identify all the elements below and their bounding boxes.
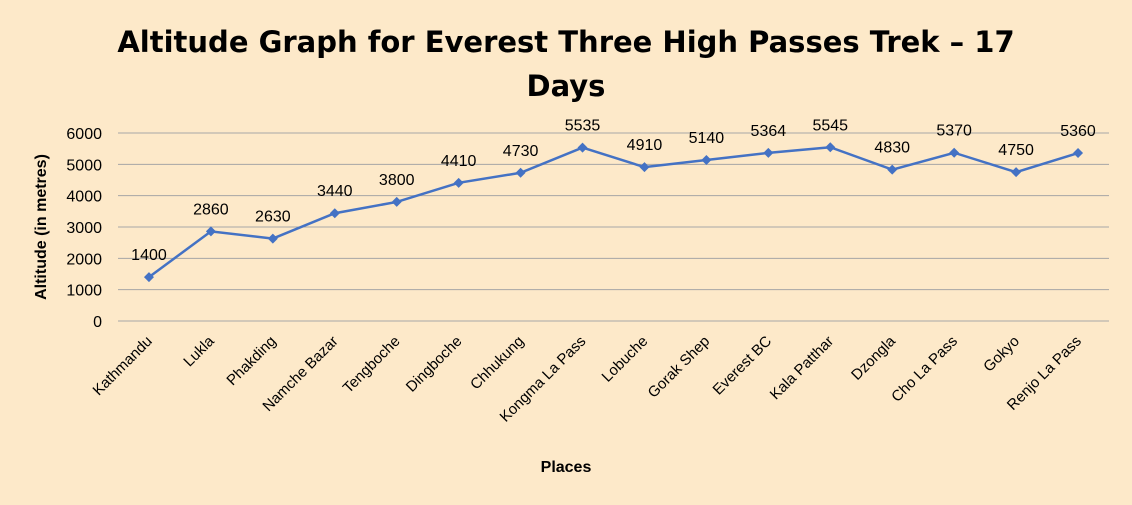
x-axis-title: Places (541, 459, 592, 476)
data-labels: 1400 2860 2630 3440 3800 4410 4730 5535 4910 5140… (131, 117, 1096, 264)
data-point-marker (887, 164, 898, 175)
y-tick-label: 5000 (66, 157, 102, 174)
y-tick-label: 0 (93, 314, 102, 331)
y-tick-label: 2000 (66, 251, 102, 268)
data-label: 2630 (255, 209, 291, 226)
data-label: 4910 (627, 137, 663, 154)
data-point-marker (1073, 148, 1084, 159)
data-label: 5360 (1060, 123, 1096, 140)
x-tick-label: Tengboche (340, 333, 404, 397)
x-tick-label: Dzongla (848, 332, 899, 383)
data-point-marker (329, 208, 340, 219)
y-axis-ticks: 0 1000 2000 3000 4000 5000 6000 (66, 126, 102, 331)
altitude-series-line (148, 145, 1079, 279)
data-point-marker (763, 147, 774, 158)
data-point-marker (391, 196, 402, 207)
y-tick-label: 4000 (66, 189, 102, 206)
data-label: 3440 (317, 183, 353, 200)
data-label: 5545 (812, 117, 848, 134)
data-label: 4750 (998, 142, 1034, 159)
y-tick-label: 3000 (66, 220, 102, 237)
x-tick-label: Kathmandu (90, 333, 156, 399)
chart-title-line1: Altitude Graph for Everest Three High Pa… (117, 25, 1014, 59)
x-tick-label: Chhukung (467, 333, 527, 393)
x-tick-label: Gokyo (980, 333, 1023, 376)
data-label: 5140 (689, 130, 725, 147)
data-point-marker (205, 226, 216, 237)
data-label: 4410 (441, 153, 477, 170)
x-tick-label: Everest BC (710, 333, 776, 399)
data-label: 2860 (193, 201, 229, 218)
data-point-marker (453, 177, 464, 188)
x-tick-label: Kala Patthar (767, 333, 837, 403)
data-label: 5370 (936, 123, 972, 140)
data-label: 5364 (751, 123, 787, 140)
data-label: 4830 (874, 140, 910, 157)
x-tick-label: Dingboche (403, 333, 466, 396)
x-tick-label: Lukla (180, 332, 218, 370)
x-tick-label: Gorak Shep (645, 333, 714, 402)
y-tick-label: 1000 (66, 283, 102, 300)
data-point-marker (949, 147, 960, 158)
data-point-marker (701, 154, 712, 165)
data-markers (143, 142, 1084, 283)
data-label: 3800 (379, 172, 415, 189)
x-tick-label: Cho La Pass (888, 333, 961, 406)
x-tick-label: Lobuche (599, 333, 652, 386)
data-point-marker (267, 233, 278, 244)
data-label: 1400 (131, 247, 167, 264)
data-point-marker (577, 142, 588, 153)
chart-title-line2: Days (527, 69, 606, 103)
data-point-marker (825, 142, 836, 153)
data-label: 4730 (503, 143, 539, 160)
data-point-marker (1011, 167, 1022, 178)
gridlines (118, 132, 1109, 322)
data-point-marker (143, 272, 154, 283)
x-tick-label: Phakding (223, 333, 279, 389)
data-point-marker (515, 167, 526, 178)
data-label: 5535 (565, 118, 601, 135)
y-tick-label: 6000 (66, 126, 102, 143)
y-axis-title: Altitude (in metres) (33, 154, 50, 300)
data-point-marker (639, 162, 650, 173)
